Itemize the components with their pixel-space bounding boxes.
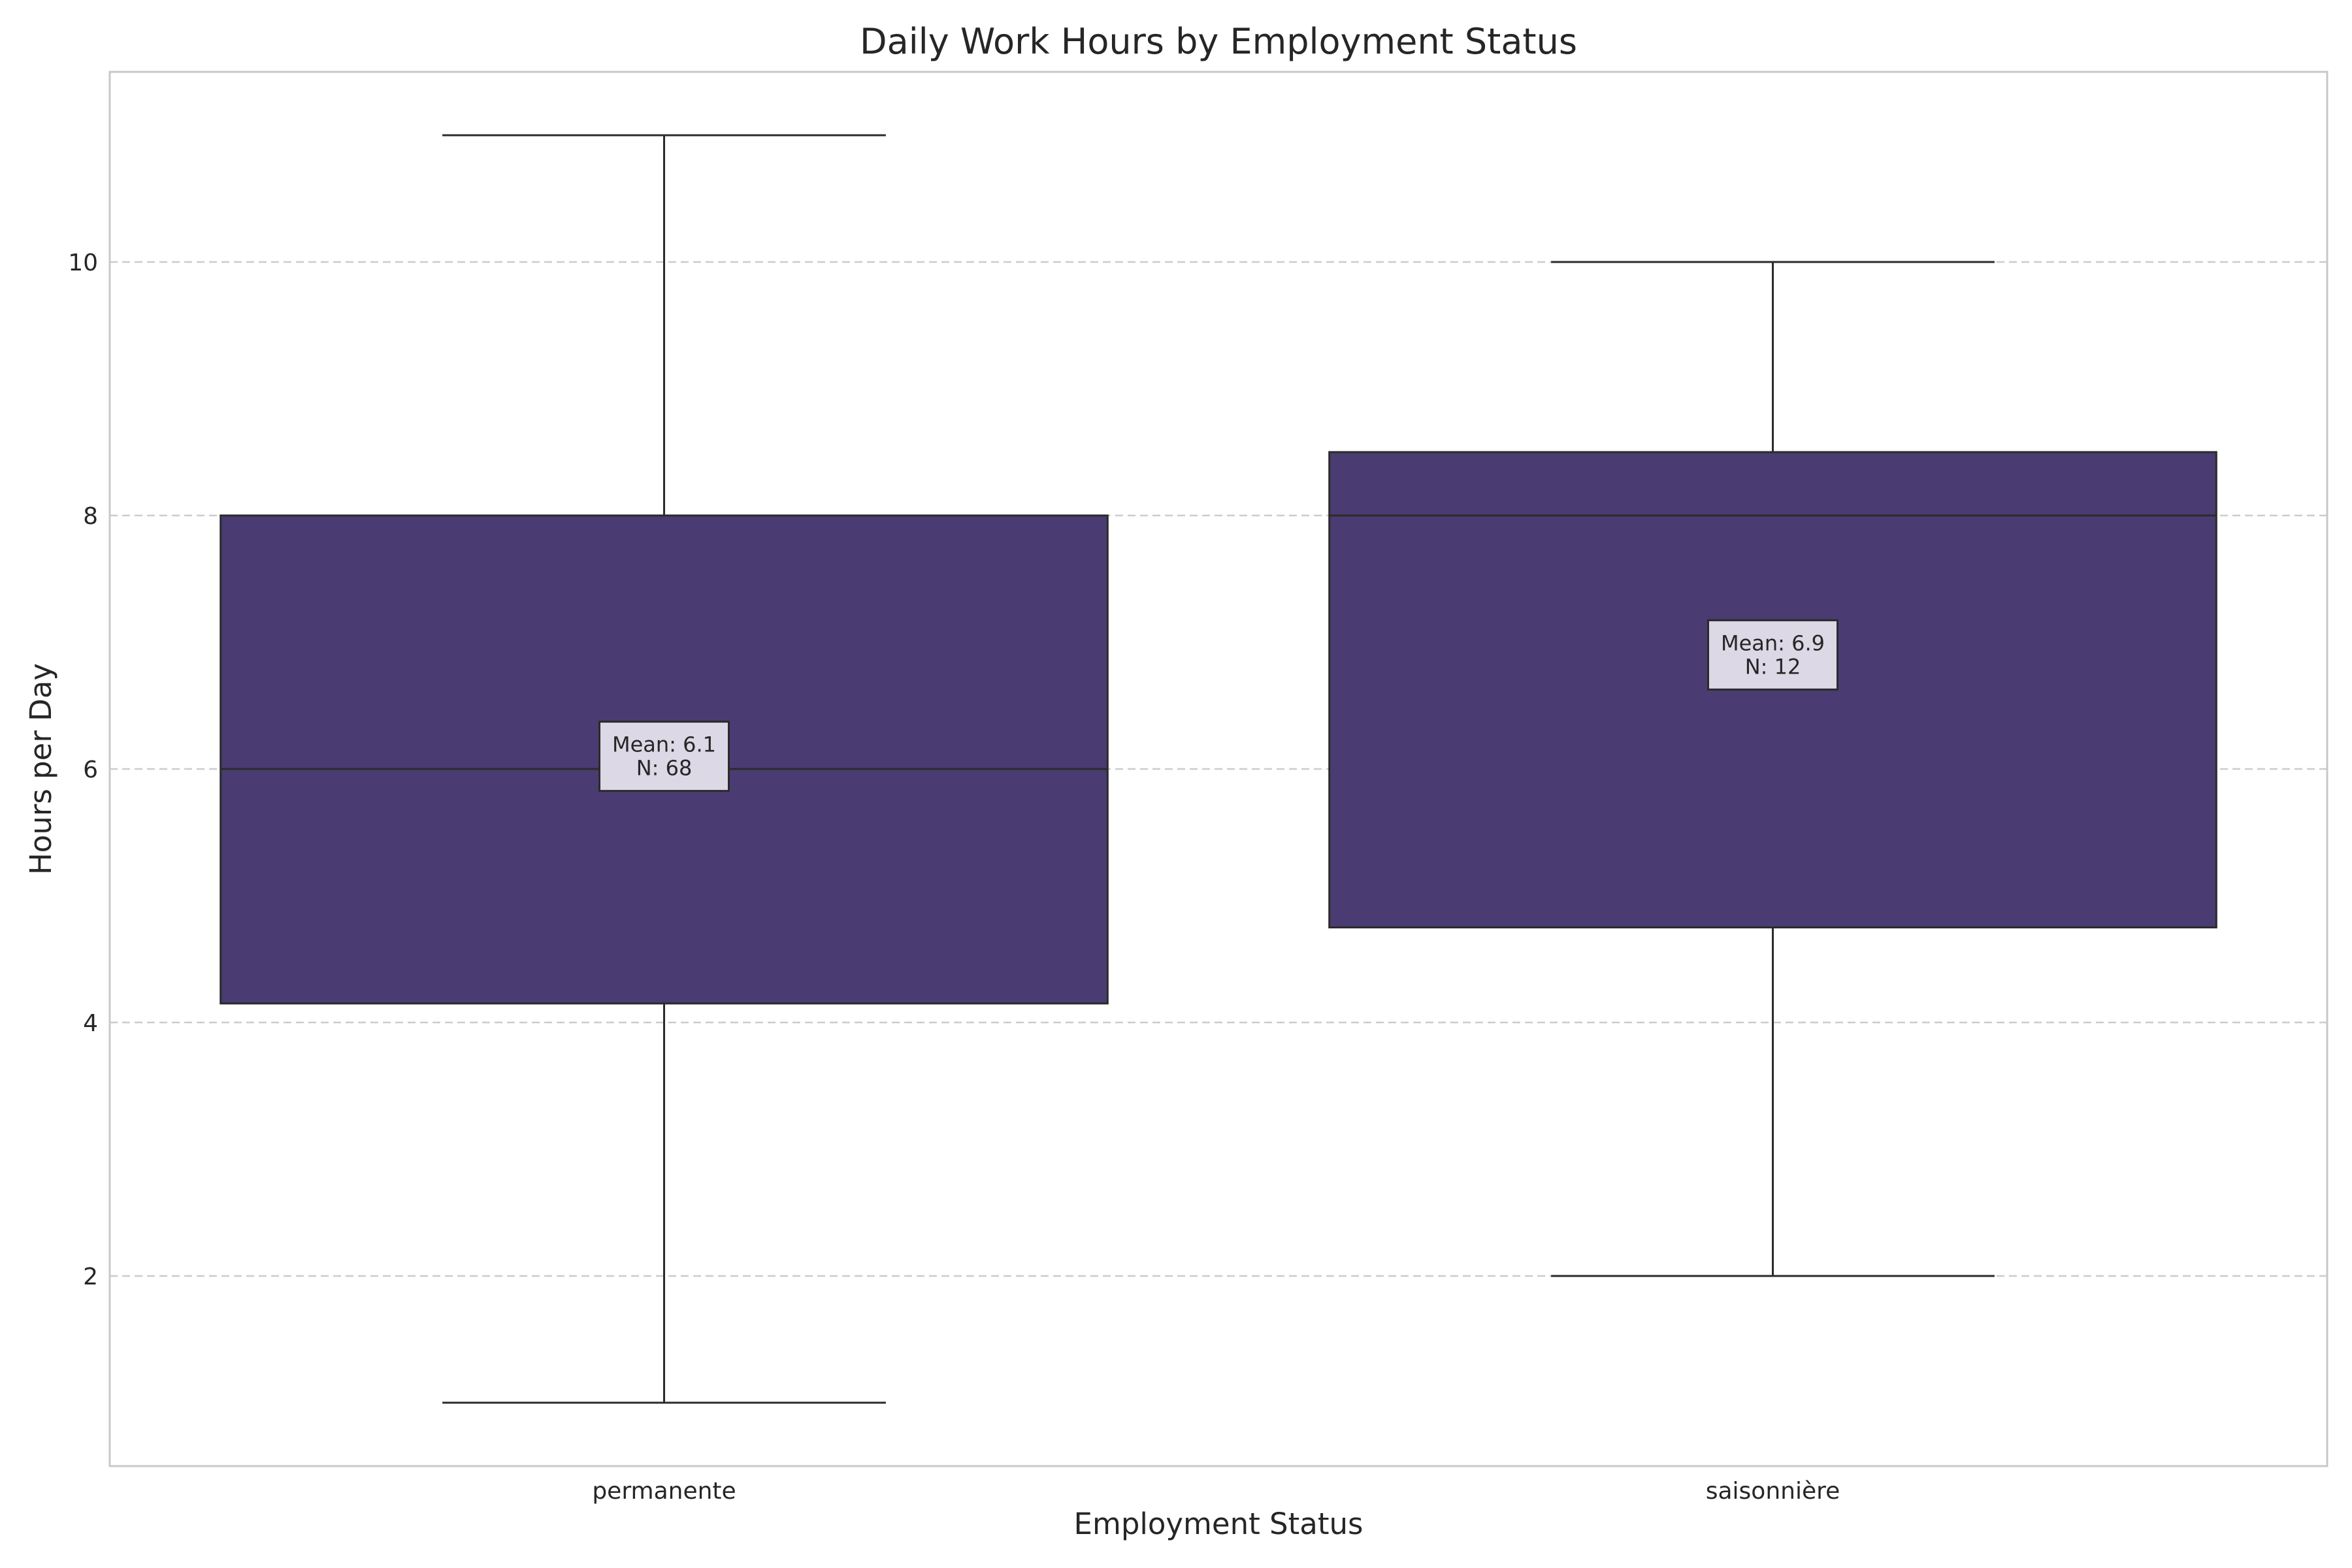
box-annotations: Mean: 6.1N: 68 Mean: 6.9N: 12 [598, 619, 1838, 792]
x-tick-label: saisonnière [1706, 1478, 1840, 1505]
annotation-mean-text: Mean: 6.1 [612, 732, 716, 757]
y-tick-label: 8 [83, 503, 98, 530]
plot-frame [108, 71, 2328, 1467]
annotation-n-text: N: 68 [636, 756, 693, 781]
y-tick-labels: 2 4 6 8 10 [68, 250, 98, 1290]
y-tick-label: 2 [83, 1264, 98, 1290]
y-tick-label: 4 [83, 1010, 98, 1037]
mean-annotation: Mean: 6.9N: 12 [1707, 619, 1838, 691]
y-tick-label: 10 [68, 250, 98, 276]
y-tick-label: 6 [83, 757, 98, 783]
x-tick-label: permanente [592, 1478, 736, 1505]
annotation-n-text: N: 12 [1745, 654, 1801, 679]
chart-title: Daily Work Hours by Employment Status [860, 21, 1577, 62]
annotation-box [598, 721, 730, 792]
x-axis-label: Employment Status [1074, 1507, 1364, 1541]
gridlines [110, 261, 2327, 1277]
x-tick-labels: permanente saisonnière [592, 1478, 1840, 1505]
annotation-mean-text: Mean: 6.9 [1721, 630, 1825, 655]
mean-annotation: Mean: 6.1N: 68 [598, 721, 730, 792]
annotation-box [1707, 619, 1838, 691]
y-axis-label: Hours per Day [24, 663, 58, 875]
